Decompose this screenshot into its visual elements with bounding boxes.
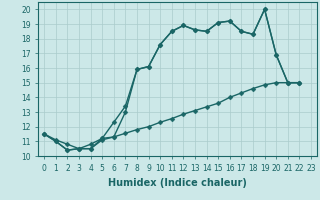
X-axis label: Humidex (Indice chaleur): Humidex (Indice chaleur) (108, 178, 247, 188)
